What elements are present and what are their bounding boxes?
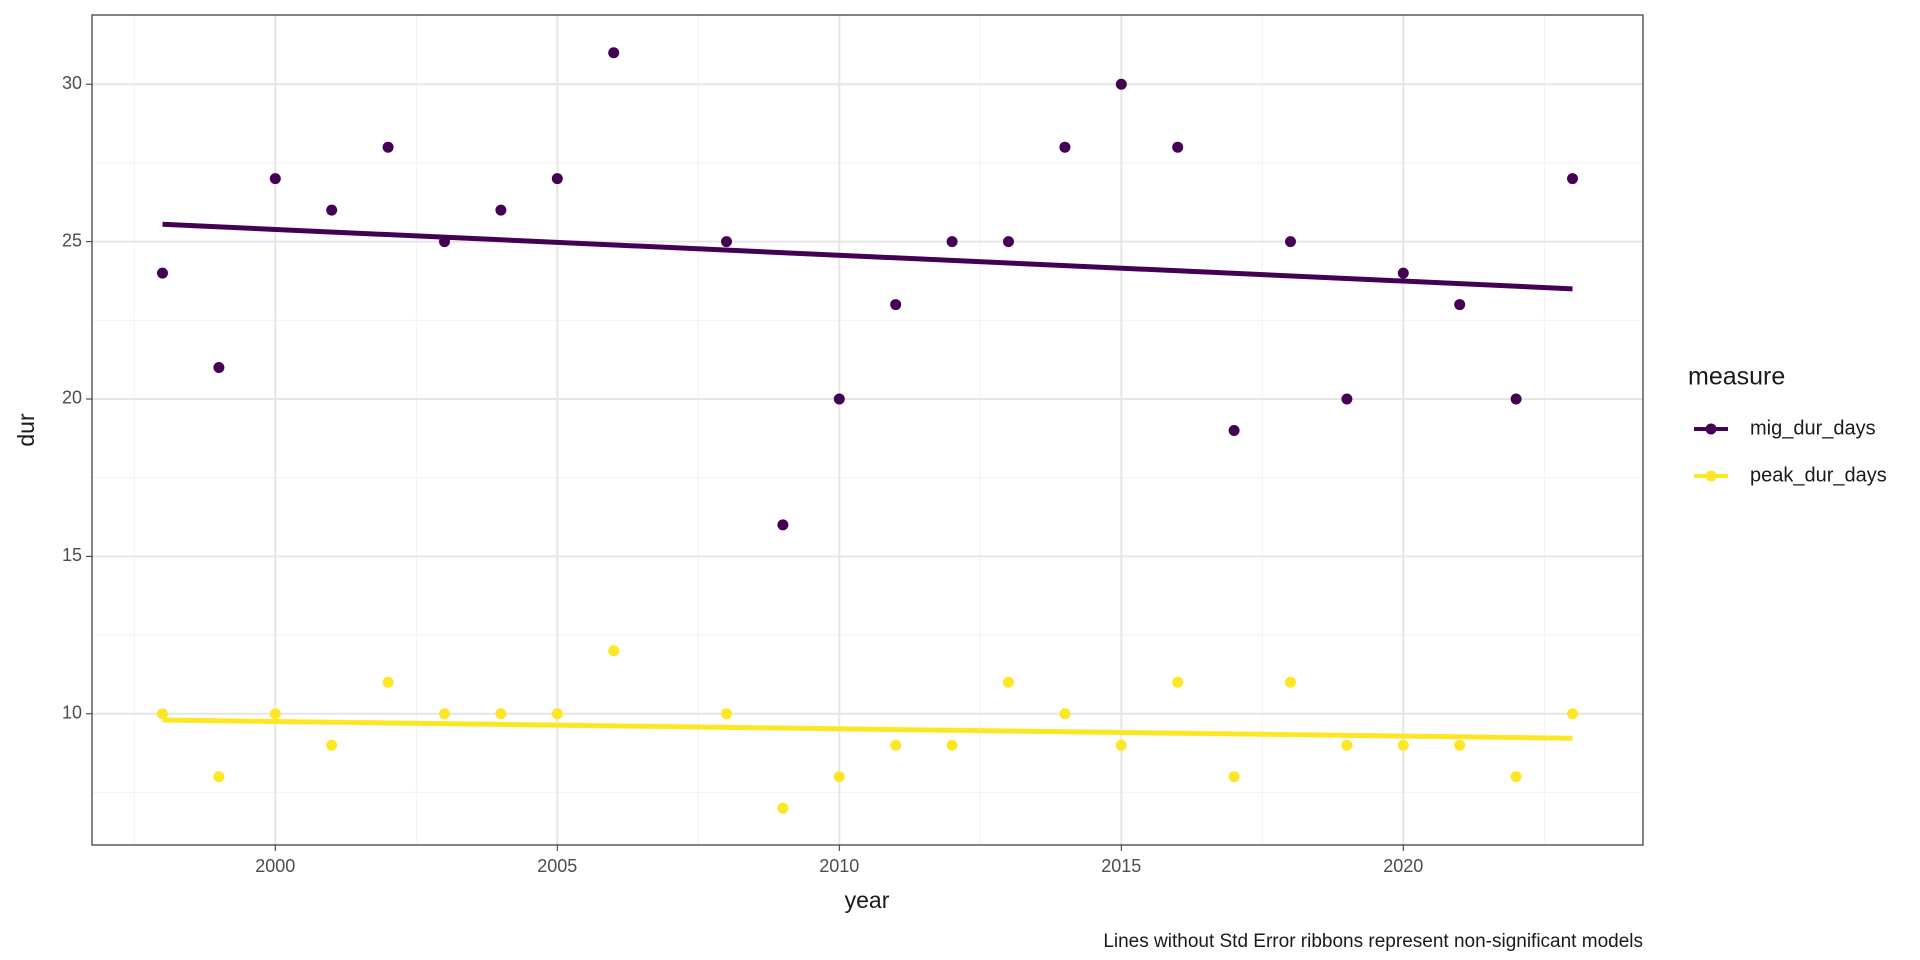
point xyxy=(1341,393,1353,405)
point xyxy=(269,708,281,720)
point xyxy=(1397,739,1409,751)
point xyxy=(890,299,902,311)
point xyxy=(495,708,507,720)
legend-label: peak_dur_days xyxy=(1750,464,1887,486)
point xyxy=(1059,708,1071,720)
y-tick-label: 20 xyxy=(62,388,82,408)
point xyxy=(721,708,732,720)
x-axis-title: year xyxy=(845,887,890,913)
x-tick-label: 2010 xyxy=(819,856,859,876)
point xyxy=(777,802,789,814)
point xyxy=(1454,299,1466,311)
point xyxy=(326,204,338,216)
point xyxy=(439,708,450,720)
point xyxy=(326,739,338,751)
y-tick-label: 25 xyxy=(62,230,82,250)
point xyxy=(382,141,394,153)
x-tick-label: 2015 xyxy=(1101,856,1141,876)
plot-border xyxy=(91,14,1644,846)
point xyxy=(551,173,563,185)
point xyxy=(1003,676,1014,688)
y-tick-label: 15 xyxy=(62,545,82,565)
point xyxy=(946,739,958,751)
point xyxy=(382,676,394,688)
point xyxy=(495,204,507,216)
point xyxy=(1228,424,1240,436)
point xyxy=(608,47,620,59)
point xyxy=(269,173,281,185)
x-tick-label: 2000 xyxy=(255,856,295,876)
point xyxy=(1285,236,1296,248)
point xyxy=(946,236,958,248)
point xyxy=(1397,267,1409,279)
point xyxy=(1228,771,1240,783)
point xyxy=(1172,141,1184,153)
point xyxy=(1567,708,1578,720)
point xyxy=(213,771,225,783)
y-tick-label: 30 xyxy=(62,73,82,93)
point xyxy=(213,362,225,374)
point xyxy=(1454,739,1466,751)
point xyxy=(1115,78,1127,90)
x-tick-label: 2005 xyxy=(537,856,577,876)
legend-title: measure xyxy=(1688,363,1785,391)
point xyxy=(1341,739,1353,751)
point xyxy=(1285,676,1296,688)
legend-key-point xyxy=(1705,423,1717,435)
caption: Lines without Std Error ribbons represen… xyxy=(1103,931,1643,952)
point xyxy=(1172,676,1184,688)
point xyxy=(1003,236,1014,248)
y-axis-title: dur xyxy=(13,413,39,447)
point xyxy=(1510,393,1522,405)
point xyxy=(1059,141,1071,153)
point xyxy=(721,236,732,248)
legend-label: mig_dur_days xyxy=(1750,417,1876,439)
point xyxy=(551,708,563,720)
x-tick-label: 2020 xyxy=(1383,856,1423,876)
point xyxy=(777,519,789,531)
point xyxy=(1115,739,1127,751)
trend-line xyxy=(162,221,1573,292)
point xyxy=(833,771,845,783)
trend-line xyxy=(162,717,1573,741)
point xyxy=(608,645,620,657)
legend-key-point xyxy=(1705,470,1717,482)
point xyxy=(157,267,168,279)
point xyxy=(1567,173,1578,185)
point xyxy=(1510,771,1522,783)
point xyxy=(157,708,168,720)
point xyxy=(890,739,902,751)
point xyxy=(833,393,845,405)
y-tick-label: 10 xyxy=(62,702,82,722)
